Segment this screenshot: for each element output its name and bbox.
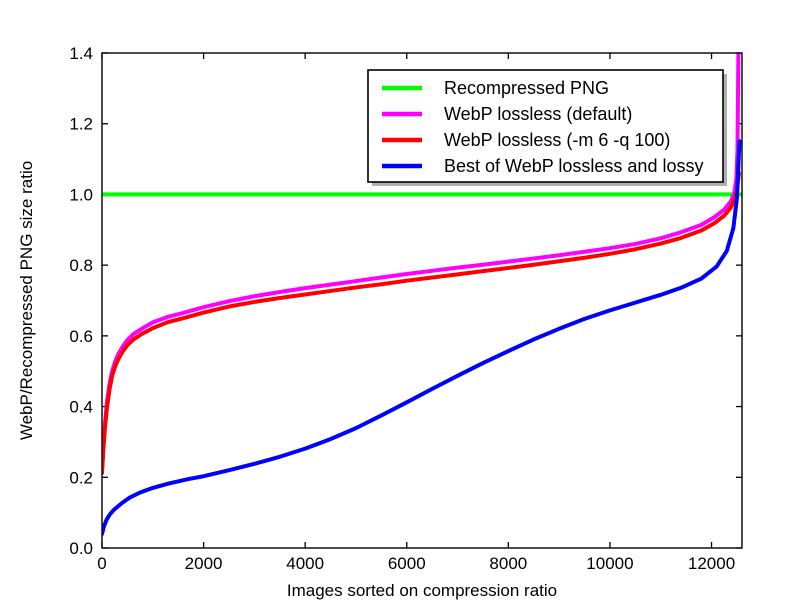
legend-label-0: Recompressed PNG [444,78,609,98]
y-tick-label: 0.2 [69,468,93,487]
y-tick-label: 1.0 [69,185,93,204]
y-axis-title: WebP/Recompressed PNG size ratio [17,161,36,440]
series-line-1 [102,53,741,471]
chart-legend: Recompressed PNG WebP lossless (default) W… [367,69,727,186]
x-tick-label: 2000 [185,554,223,573]
series-line-2 [102,171,741,476]
y-tick-label: 0.4 [69,398,93,417]
x-tick-label: 8000 [489,554,527,573]
legend-label-1: WebP lossless (default) [444,104,632,124]
x-tick-label: 4000 [286,554,324,573]
plot-frame [101,52,743,549]
legend-label-3: Best of WebP lossless and lossy [444,156,703,176]
legend-box [367,69,724,183]
axis-tick-labels: 0 2000 4000 6000 8000 10000 12000 0.0 0.2 0.4 0.6 0… [69,44,735,573]
x-tick-label: 12000 [688,554,735,573]
y-tick-label: 1.4 [69,44,93,63]
y-tick-label: 0.6 [69,327,93,346]
y-tick-label: 0.0 [69,539,93,558]
x-tick-label: 0 [97,554,106,573]
y-tick-label: 1.2 [69,115,93,134]
series-line-3 [102,139,742,536]
x-tick-label: 10000 [586,554,633,573]
x-tick-label: 6000 [388,554,426,573]
y-tick-label: 0.8 [69,256,93,275]
legend-label-2: WebP lossless (-m 6 -q 100) [444,130,670,150]
series-lines [102,53,742,536]
x-axis-title: Images sorted on compression ratio [287,581,557,600]
